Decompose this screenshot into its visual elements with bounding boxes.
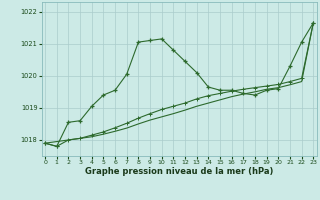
X-axis label: Graphe pression niveau de la mer (hPa): Graphe pression niveau de la mer (hPa) bbox=[85, 167, 273, 176]
